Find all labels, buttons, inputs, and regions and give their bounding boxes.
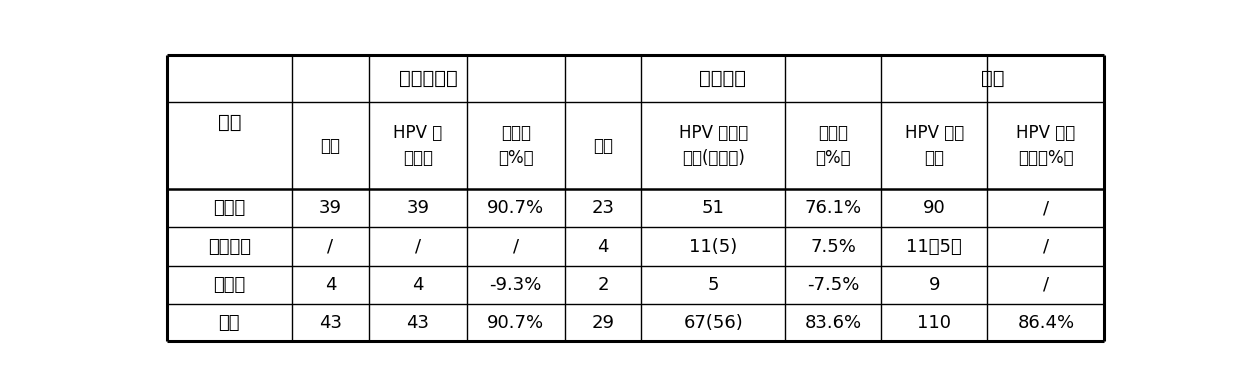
Text: 43: 43 [319,314,342,332]
Text: 39: 39 [407,200,429,218]
Text: 多重感染: 多重感染 [699,69,746,88]
Text: 90: 90 [923,200,946,218]
Text: 4: 4 [598,238,609,256]
Text: HPV 亚型
数量: HPV 亚型 数量 [904,124,963,167]
Text: 5: 5 [708,276,719,294]
Text: 11（5）: 11（5） [906,238,962,256]
Text: HPV 亚
型数量: HPV 亚 型数量 [393,124,443,167]
Text: 转阴率
（%）: 转阴率 （%） [498,124,533,167]
Text: 110: 110 [918,314,951,332]
Text: 90.7%: 90.7% [487,200,544,218]
Text: 86.4%: 86.4% [1017,314,1075,332]
Text: 部分转阳: 部分转阳 [208,238,250,256]
Text: 未转阳: 未转阳 [213,276,246,294]
Text: /: / [414,238,420,256]
Text: 23: 23 [591,200,615,218]
Text: 人数: 人数 [320,137,341,154]
Text: 11(5): 11(5) [689,238,738,256]
Text: 43: 43 [407,314,429,332]
Text: 总计: 总计 [981,69,1004,88]
Text: /: / [512,238,518,256]
Text: 分类: 分类 [217,113,241,131]
Text: 67(56): 67(56) [683,314,743,332]
Text: 人数: 人数 [593,137,613,154]
Text: 51: 51 [702,200,724,218]
Text: 2: 2 [598,276,609,294]
Text: /: / [1043,200,1049,218]
Text: 转阴率
（%）: 转阴率 （%） [815,124,851,167]
Text: /: / [327,238,334,256]
Text: 合计: 合计 [218,314,241,332]
Text: HPV 亚型量
总数(转阴数): HPV 亚型量 总数(转阴数) [678,124,748,167]
Text: 4: 4 [325,276,336,294]
Text: 单一感染）: 单一感染） [399,69,458,88]
Text: /: / [1043,276,1049,294]
Text: 90.7%: 90.7% [487,314,544,332]
Text: 4: 4 [412,276,424,294]
Text: 29: 29 [591,314,615,332]
Text: -9.3%: -9.3% [490,276,542,294]
Text: 全转阳: 全转阳 [213,200,246,218]
Text: 76.1%: 76.1% [805,200,862,218]
Text: /: / [1043,238,1049,256]
Text: 9: 9 [929,276,940,294]
Text: 7.5%: 7.5% [810,238,856,256]
Text: 83.6%: 83.6% [805,314,862,332]
Text: 39: 39 [319,200,342,218]
Text: HPV 总转
阴率（%）: HPV 总转 阴率（%） [1017,124,1075,167]
Text: -7.5%: -7.5% [807,276,859,294]
